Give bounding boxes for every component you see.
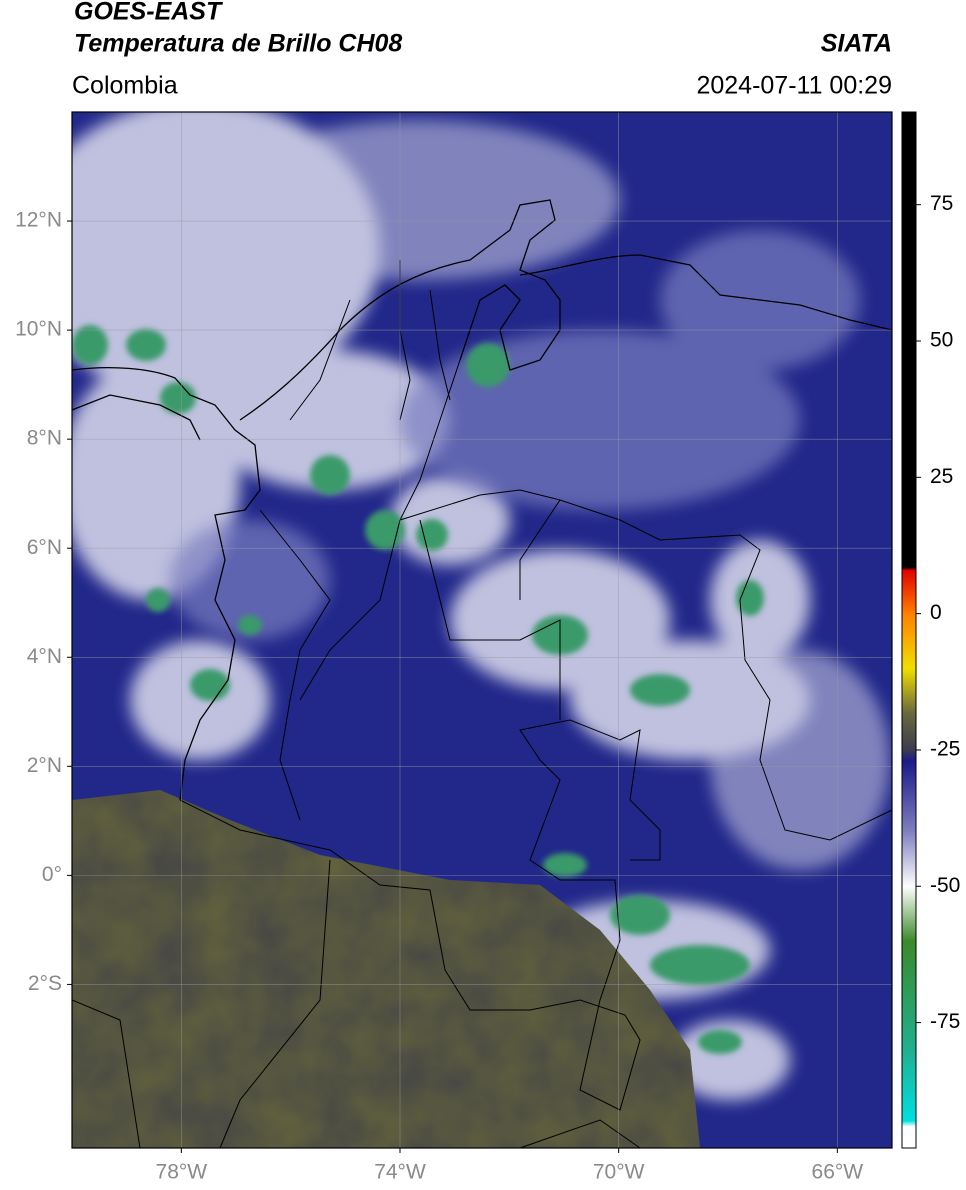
colorbar-tick-label: -50 <box>930 874 960 897</box>
satellite-image <box>72 112 892 1148</box>
colorbar-segment <box>902 668 916 713</box>
map-frame <box>71 111 893 1149</box>
grid <box>72 112 892 1148</box>
colorbar-segment <box>902 940 916 1051</box>
colorbar-segment <box>902 613 916 669</box>
colorbar-segment <box>902 567 916 571</box>
colorbar-segment <box>902 831 916 887</box>
x-tick-label: 70°W <box>593 1161 645 1184</box>
source: SIATA <box>821 30 892 58</box>
title-line1: GOES-EAST <box>74 0 224 26</box>
x-tick-label: 74°W <box>374 1161 426 1184</box>
y-tick-label: 8°N <box>27 427 62 450</box>
colorbar-tick-label: -25 <box>930 738 960 761</box>
colorbar-segment <box>902 112 916 568</box>
colorbar-segment <box>902 1049 916 1122</box>
x-tick-label: 78°W <box>156 1161 208 1184</box>
colorbar-segment <box>902 711 916 751</box>
x-tick-label: 66°W <box>812 1161 864 1184</box>
colorbar-tick-label: -75 <box>930 1010 960 1033</box>
y-tick-label: 2°S <box>28 972 62 995</box>
timestamp: 2024-07-11 00:29 <box>696 72 892 100</box>
colorbar-tick-label: 75 <box>930 192 953 215</box>
colorbar-segment <box>902 760 916 833</box>
colorbar-segment <box>902 1120 916 1127</box>
y-tick-label: 6°N <box>27 536 62 559</box>
colorbar-segment <box>902 749 916 762</box>
y-tick-label: 0° <box>42 863 62 886</box>
y-tick-label: 12°N <box>15 209 62 232</box>
y-tick-label: 10°N <box>15 318 62 341</box>
colorbar-tick-label: 50 <box>930 329 953 352</box>
colorbar-segment <box>902 1126 916 1149</box>
y-tick-label: 4°N <box>27 645 62 668</box>
colorbar-segment <box>902 570 916 615</box>
y-tick-label: 2°N <box>27 754 62 777</box>
title-line2: Temperatura de Brillo CH08 <box>74 30 402 58</box>
region: Colombia <box>72 72 178 100</box>
colorbar-frame <box>901 111 917 1149</box>
colorbar-tick-label: 0 <box>930 601 942 624</box>
colorbar-segment <box>902 886 916 942</box>
colorbar-tick-label: 25 <box>930 465 953 488</box>
colorbar <box>902 112 916 1149</box>
